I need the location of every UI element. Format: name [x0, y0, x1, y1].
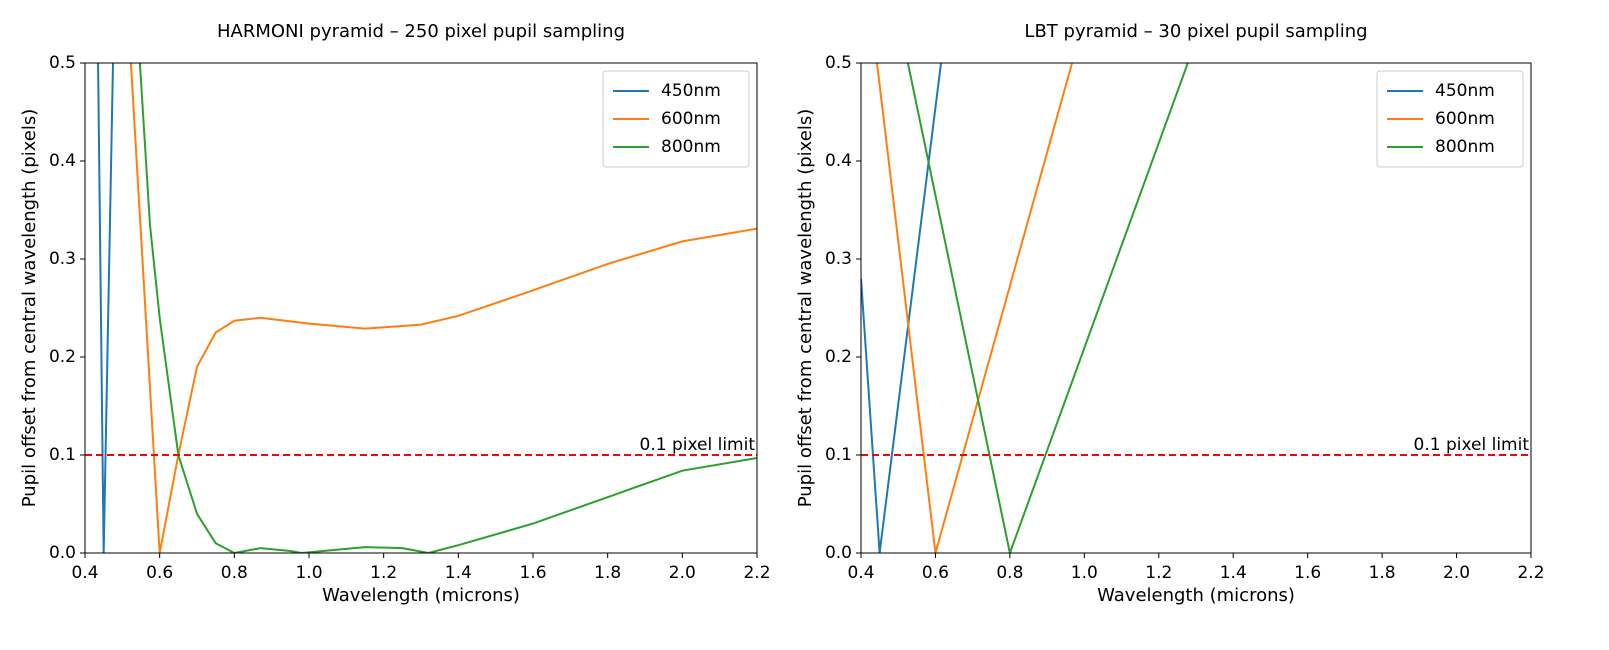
- x-tick-label: 1.0: [1071, 563, 1098, 583]
- x-tick-label: 2.2: [743, 563, 770, 583]
- legend-label: 600nm: [1435, 109, 1495, 129]
- legend-box: [1376, 70, 1524, 168]
- x-tick-label: 2.2: [1517, 563, 1544, 583]
- x-tick-label: 1.6: [1294, 563, 1321, 583]
- x-tick-label: 0.8: [221, 563, 248, 583]
- y-axis-label: Pupil offset from central wavelength (pi…: [19, 109, 40, 508]
- threshold-label: 0.1 pixel limit: [1414, 435, 1530, 455]
- series-line: [861, 63, 943, 553]
- y-tick-label: 0.5: [49, 53, 76, 73]
- chart-title: LBT pyramid – 30 pixel pupil sampling: [1024, 21, 1367, 42]
- x-tick-label: 0.8: [996, 563, 1023, 583]
- y-tick-label: 0.3: [825, 249, 852, 269]
- legend-label: 800nm: [661, 137, 721, 157]
- legend-label: 450nm: [1435, 81, 1495, 101]
- x-tick-label: 1.6: [519, 563, 546, 583]
- x-tick-label: 1.8: [594, 563, 621, 583]
- chart: LBT pyramid – 30 pixel pupil sampling Wav…: [795, 21, 1545, 606]
- x-tick-label: 0.4: [71, 563, 98, 583]
- series-line: [906, 63, 1189, 553]
- x-tick-label: 1.4: [445, 563, 472, 583]
- y-axis-label: Pupil offset from central wavelength (pi…: [795, 109, 816, 508]
- x-tick-label: 1.2: [370, 563, 397, 583]
- y-tick-label: 0.4: [825, 151, 852, 171]
- legend-label: 600nm: [661, 109, 721, 129]
- y-tick-label: 0.1: [825, 445, 852, 465]
- legend-label: 800nm: [1435, 137, 1495, 157]
- y-tick-label: 0.2: [825, 347, 852, 367]
- series-line: [97, 63, 114, 553]
- plot-area: [97, 63, 757, 553]
- x-tick-label: 2.0: [1443, 563, 1470, 583]
- y-tick-label: 0.0: [49, 543, 76, 563]
- x-axis-label: Wavelength (microns): [322, 585, 520, 606]
- threshold-label: 0.1 pixel limit: [640, 435, 756, 455]
- series-line: [129, 63, 757, 553]
- y-tick-label: 0.2: [49, 347, 76, 367]
- x-tick-label: 0.6: [922, 563, 949, 583]
- x-tick-label: 0.6: [146, 563, 173, 583]
- x-tick-label: 1.2: [1145, 563, 1172, 583]
- legend-box: [602, 70, 750, 168]
- y-tick-label: 0.3: [49, 249, 76, 269]
- x-tick-label: 0.4: [847, 563, 874, 583]
- chart-title: HARMONI pyramid – 250 pixel pupil sampli…: [217, 21, 625, 42]
- x-tick-label: 2.0: [669, 563, 696, 583]
- chart: HARMONI pyramid – 250 pixel pupil sampli…: [19, 21, 771, 606]
- y-tick-label: 0.0: [825, 543, 852, 563]
- x-axis-label: Wavelength (microns): [1097, 585, 1295, 606]
- x-tick-label: 1.0: [295, 563, 322, 583]
- axes-frame: [860, 62, 1532, 554]
- axes-frame: [84, 62, 758, 554]
- series-line: [138, 63, 757, 553]
- x-tick-label: 1.4: [1220, 563, 1247, 583]
- x-tick-label: 1.8: [1369, 563, 1396, 583]
- series-line: [876, 63, 1074, 553]
- y-tick-label: 0.4: [49, 151, 76, 171]
- y-tick-label: 0.5: [825, 53, 852, 73]
- y-tick-label: 0.1: [49, 445, 76, 465]
- plot-area: [861, 63, 1189, 553]
- legend-label: 450nm: [661, 81, 721, 101]
